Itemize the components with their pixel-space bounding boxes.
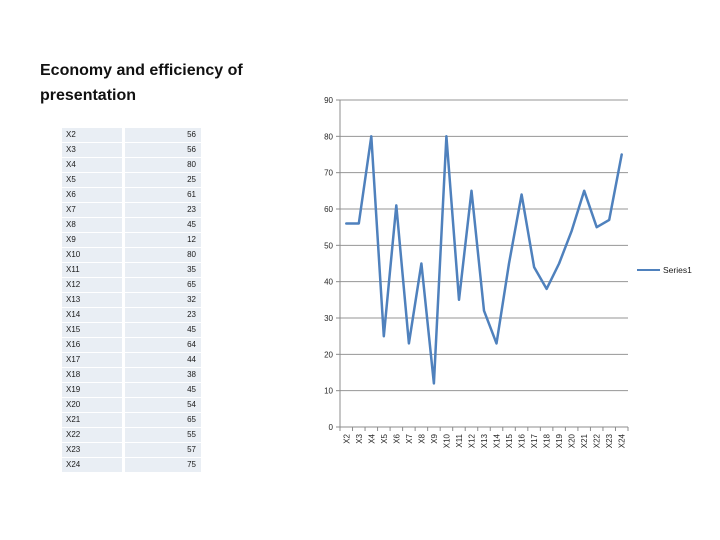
x-axis-label: X14 <box>493 433 502 448</box>
x-axis-label: X4 <box>367 433 376 443</box>
table-row-label: X16 <box>62 338 122 352</box>
y-axis-label: 10 <box>324 387 333 396</box>
table-row-label: X13 <box>62 293 122 307</box>
x-axis-label: X3 <box>355 433 364 443</box>
series-line <box>345 135 623 385</box>
table-row-value: 45 <box>125 383 201 397</box>
x-axis-label: X2 <box>342 433 351 443</box>
y-axis-label: 90 <box>324 96 333 105</box>
y-axis-label: 40 <box>324 278 333 287</box>
table-row-label: X17 <box>62 353 122 367</box>
table-row-value: 64 <box>125 338 201 352</box>
table-row-label: X5 <box>62 173 122 187</box>
table-row-value: 54 <box>125 398 201 412</box>
line-chart: 0 10 20 30 40 50 60 70 80 90 X2 X3 X4 X5 X6 X7 X8 X9 X10 X1… <box>315 85 715 485</box>
x-axis-label: X11 <box>455 433 464 447</box>
table-row-label: X9 <box>62 233 122 247</box>
y-axis-label: 20 <box>324 350 333 359</box>
table-row-label: X6 <box>62 188 122 202</box>
table-row-label: X15 <box>62 323 122 337</box>
table-row-value: 57 <box>125 443 201 457</box>
table-row-value: 80 <box>125 248 201 262</box>
table-row-label: X23 <box>62 443 122 457</box>
x-axis-label: X21 <box>580 433 589 448</box>
table-row-value: 23 <box>125 203 201 217</box>
x-axis-label: X8 <box>417 433 426 443</box>
x-axis-label: X20 <box>568 433 577 448</box>
table-row-label: X18 <box>62 368 122 382</box>
x-axis-label: X5 <box>380 433 389 443</box>
legend-line-swatch <box>637 269 660 271</box>
x-axis-label: X10 <box>442 433 451 448</box>
table-row-value: 65 <box>125 278 201 292</box>
table-row-value: 75 <box>125 458 201 472</box>
x-axis-label: X16 <box>518 433 527 448</box>
table-row-value: 55 <box>125 428 201 442</box>
table-row-value: 45 <box>125 323 201 337</box>
slide-title: Economy and efficiency of presentation <box>40 62 243 104</box>
x-axis-label: X6 <box>392 433 401 443</box>
table-row-label: X22 <box>62 428 122 442</box>
table-row-value: 23 <box>125 308 201 322</box>
table-row-label: X11 <box>62 263 122 277</box>
table-row-value: 38 <box>125 368 201 382</box>
table-row-value: 12 <box>125 233 201 247</box>
y-axis-label: 0 <box>329 423 334 432</box>
y-axis-label: 30 <box>324 314 333 323</box>
table-row-value: 80 <box>125 158 201 172</box>
y-axis-label: 60 <box>324 205 333 214</box>
table-row-value: 25 <box>125 173 201 187</box>
table-row-label: X4 <box>62 158 122 172</box>
x-axis-label: X18 <box>543 433 552 448</box>
x-axis-label: X23 <box>605 433 614 448</box>
x-axis-label: X17 <box>530 433 539 448</box>
table-row-label: X21 <box>62 413 122 427</box>
x-axis-label: X22 <box>593 433 602 448</box>
table-row-label: X2 <box>62 128 122 142</box>
table-row-label: X20 <box>62 398 122 412</box>
x-axis-label: X7 <box>405 433 414 443</box>
x-axis-label: X9 <box>430 433 439 443</box>
line-chart-svg: 0 10 20 30 40 50 60 70 80 90 X2 X3 X4 X5 X6 X7 X8 X9 X10 X1… <box>324 96 629 448</box>
table-row-label: X7 <box>62 203 122 217</box>
data-table: X2 56 X3 56 X4 80 X5 25 X6 61 X7 23 X8 45 X9 12 X10 80 X11… <box>62 128 201 472</box>
table-row-value: 56 <box>125 143 201 157</box>
chart-legend: Series1 <box>637 265 692 275</box>
x-axis-label: X12 <box>467 433 476 448</box>
table-row-value: 44 <box>125 353 201 367</box>
table-row-label: X12 <box>62 278 122 292</box>
x-axis-label: X13 <box>480 433 489 448</box>
x-axis-label: X19 <box>555 433 564 448</box>
y-axis-label: 70 <box>324 169 333 178</box>
y-axis-label: 50 <box>324 241 333 250</box>
table-row-label: X24 <box>62 458 122 472</box>
table-row-value: 65 <box>125 413 201 427</box>
table-row-value: 56 <box>125 128 201 142</box>
table-row-label: X19 <box>62 383 122 397</box>
table-row-value: 35 <box>125 263 201 277</box>
table-row-label: X10 <box>62 248 122 262</box>
y-axis-label: 80 <box>324 132 333 141</box>
table-row-value: 32 <box>125 293 201 307</box>
table-row-value: 45 <box>125 218 201 232</box>
x-axis-label: X15 <box>505 433 514 448</box>
table-row-label: X3 <box>62 143 122 157</box>
x-axis-label: X24 <box>618 433 627 448</box>
table-row-label: X14 <box>62 308 122 322</box>
legend-series-label: Series1 <box>663 265 692 275</box>
table-row-label: X8 <box>62 218 122 232</box>
table-row-value: 61 <box>125 188 201 202</box>
